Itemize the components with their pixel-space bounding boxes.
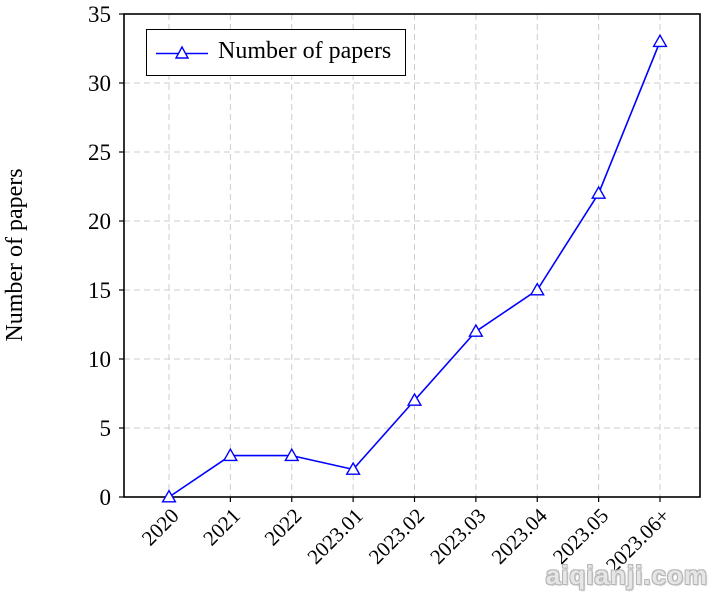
series-layer <box>161 33 668 503</box>
y-tick-label: 25 <box>88 140 111 165</box>
x-tick-label: 2020 <box>137 504 184 551</box>
data-point-marker <box>591 185 607 199</box>
data-point-marker <box>284 447 300 462</box>
watermark: aiqianji.com <box>545 560 708 590</box>
data-point-marker <box>468 323 484 337</box>
x-tick-label: 2023.02 <box>364 504 429 569</box>
y-tick-label: 30 <box>88 71 111 96</box>
axis-frame-layer <box>123 13 701 498</box>
y-tick-label: 0 <box>100 485 112 510</box>
data-point-marker <box>529 282 545 296</box>
y-tick-label: 5 <box>100 416 112 441</box>
axis-frame <box>123 13 701 498</box>
data-point-marker <box>406 392 423 406</box>
data-point-marker <box>345 461 361 475</box>
grid-layer <box>124 14 700 497</box>
legend-marker-icon <box>156 45 208 59</box>
data-point-marker <box>161 489 177 503</box>
y-tick-label: 20 <box>88 209 111 234</box>
y-tick-label: 10 <box>88 347 111 372</box>
y-tick-label: 35 <box>88 2 111 27</box>
x-tick-label: 2021 <box>198 504 245 551</box>
x-tick-label: 2023.03 <box>425 504 490 569</box>
x-tick-label: 2023.01 <box>302 504 367 569</box>
y-axis-label: Number of papers <box>2 168 28 341</box>
x-tick-label: 2022 <box>260 504 307 551</box>
y-tick-label: 15 <box>88 278 111 303</box>
legend: Number of papers <box>146 29 407 76</box>
data-point-marker <box>652 33 668 48</box>
data-point-marker <box>222 447 238 462</box>
legend-label: Number of papers <box>218 38 392 64</box>
x-tick-label: 2023.04 <box>487 503 553 569</box>
